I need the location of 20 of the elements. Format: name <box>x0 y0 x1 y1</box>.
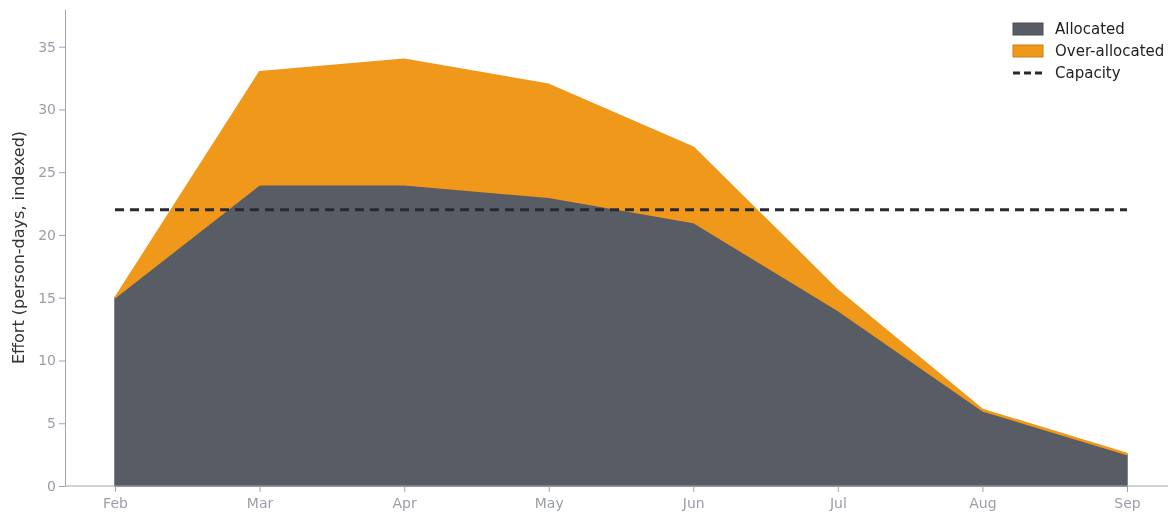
y-tick-label: 25 <box>38 164 56 181</box>
x-tick-label: Sep <box>1114 494 1141 511</box>
y-tick-label: 10 <box>38 352 56 369</box>
x-tick-label: Feb <box>103 494 128 511</box>
y-tick-label: 30 <box>38 101 56 118</box>
y-tick-label: 15 <box>38 289 56 306</box>
x-tick-label: Jul <box>828 494 847 511</box>
y-tick-label: 5 <box>47 415 56 432</box>
y-tick-label: 35 <box>38 38 56 55</box>
x-tick-label: Jun <box>681 494 705 511</box>
y-tick-label: 0 <box>47 477 56 494</box>
y-tick-label: 20 <box>38 226 56 243</box>
legend-label: Over-allocated <box>1055 42 1165 60</box>
x-tick-label: May <box>534 494 564 511</box>
x-tick-label: Apr <box>392 494 417 511</box>
y-axis-title: Effort (person-days, indexed) <box>9 130 28 365</box>
x-tick-label: Aug <box>969 494 997 511</box>
legend-label: Capacity <box>1055 64 1121 82</box>
legend-label: Allocated <box>1055 20 1125 38</box>
x-tick-label: Mar <box>246 494 274 511</box>
